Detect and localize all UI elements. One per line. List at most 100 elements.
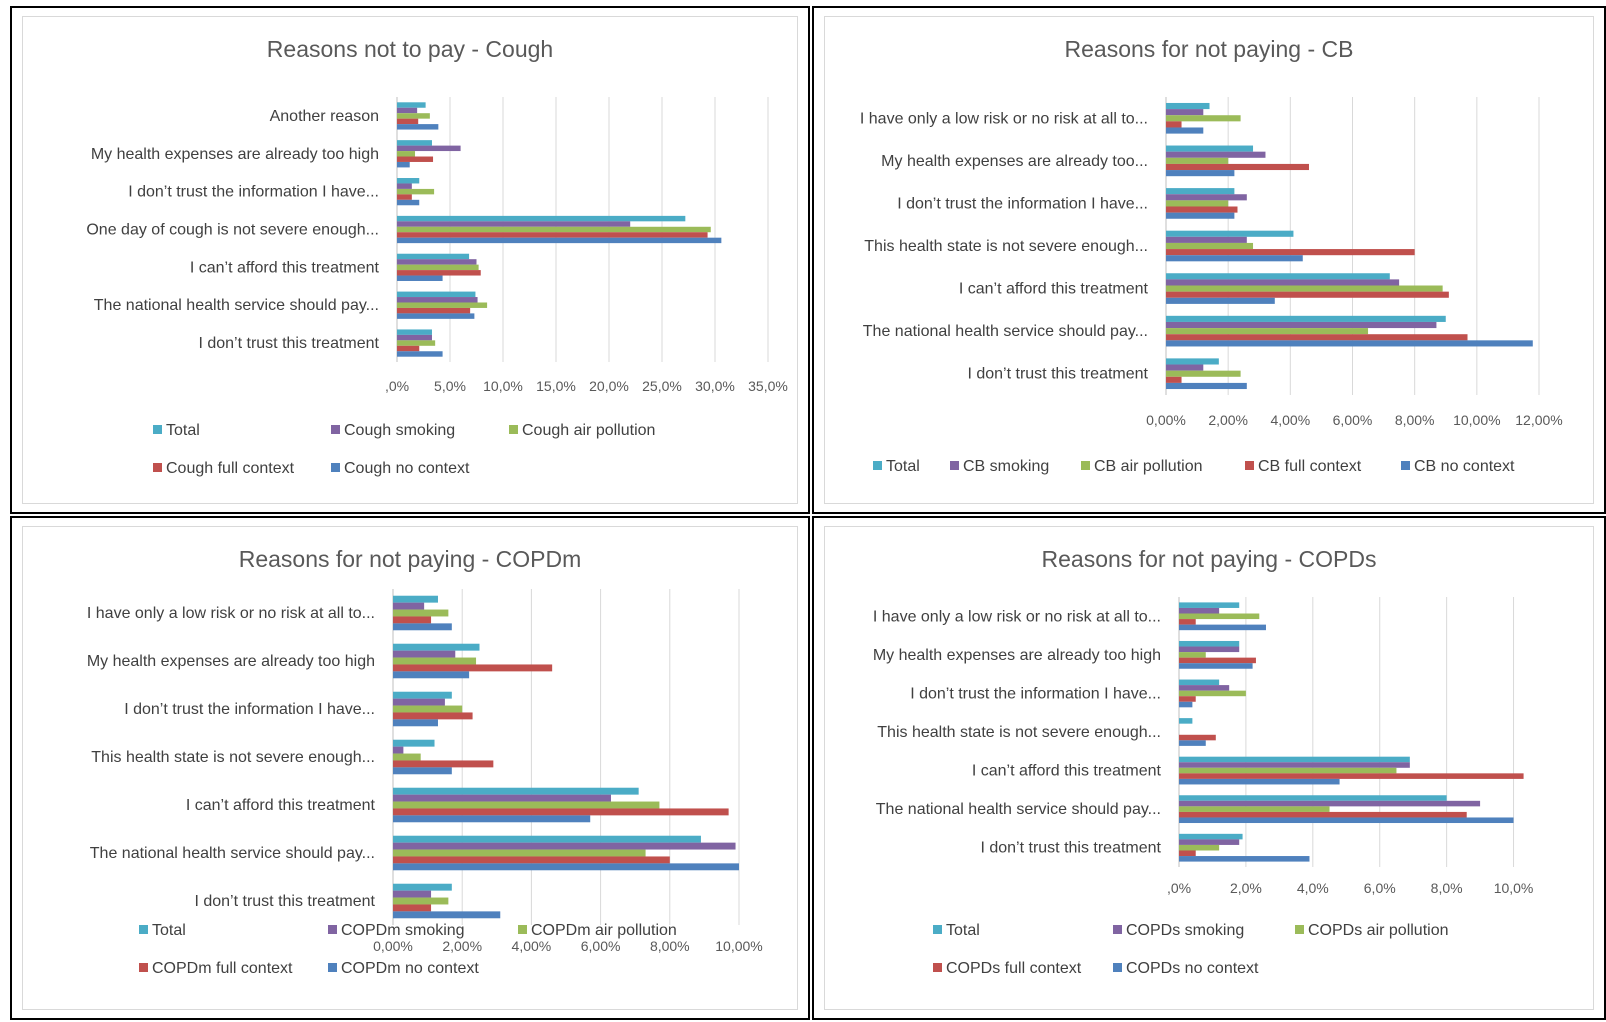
- bar: [393, 746, 404, 754]
- bar: [1179, 850, 1196, 857]
- x-tick-label: ,0%: [385, 378, 409, 394]
- bar: [1179, 740, 1206, 746]
- legend-swatch: [328, 963, 337, 972]
- bar: [393, 616, 432, 624]
- bar: [393, 787, 639, 795]
- bar: [1179, 613, 1260, 620]
- legend-label: Cough air pollution: [522, 422, 655, 439]
- bar: [397, 232, 708, 238]
- category-label: The national health service should pay..…: [94, 297, 379, 314]
- legend-swatch: [950, 461, 959, 470]
- chart-title: Reasons for not paying - COPDs: [1042, 546, 1377, 572]
- chart-svg: Reasons not to pay - Cough ,0% 5,0% 10,0% 15…: [86, 36, 787, 477]
- x-tick-label: 20,0%: [589, 378, 629, 394]
- category-label: I have only a low risk or no risk at all…: [87, 605, 375, 622]
- bar: [1179, 756, 1410, 763]
- bar: [393, 650, 456, 658]
- bar: [393, 657, 477, 665]
- bar: [393, 890, 432, 898]
- bar: [1179, 839, 1240, 845]
- category-label: I don’t trust this treatment: [980, 840, 1161, 857]
- x-tick-label: 10,00%: [715, 938, 762, 954]
- bar: [397, 188, 435, 195]
- bar: [393, 698, 445, 706]
- bar: [393, 671, 470, 679]
- category-label: The national health service should pay..…: [863, 323, 1148, 340]
- x-tick-label: 30,0%: [695, 378, 735, 394]
- bar: [397, 156, 434, 162]
- bar: [1179, 602, 1240, 608]
- bar: [1166, 364, 1204, 371]
- chart-area-copds: Reasons for not paying - COPDs ,0% 2,0% 4,0…: [824, 526, 1594, 1010]
- bar: [397, 259, 477, 265]
- legend-swatch: [1113, 925, 1122, 934]
- bar: [397, 140, 432, 146]
- bar: [397, 334, 432, 341]
- legend-label: Total: [152, 922, 186, 939]
- x-tick-label: 10,00%: [1453, 412, 1500, 428]
- bar: [397, 183, 412, 189]
- category-label: My health expenses are already too high: [87, 653, 375, 670]
- bar: [1179, 773, 1524, 779]
- bar: [1166, 382, 1247, 390]
- legend-label: Total: [946, 922, 980, 939]
- legend-swatch: [518, 925, 527, 934]
- bar: [397, 345, 420, 352]
- chart-svg: Reasons for not paying - CB 0,00% 2,00% 4,0…: [860, 36, 1563, 475]
- bar: [393, 602, 425, 610]
- bar: [1166, 236, 1247, 243]
- category-label: This health state is not severe enough..…: [864, 238, 1148, 255]
- x-tick-label: 0,00%: [1146, 412, 1186, 428]
- bar: [397, 151, 416, 157]
- chart-area-copdm: Reasons for not paying - COPDm 0,00% 2,00%…: [22, 526, 798, 1010]
- category-label: I have only a low risk or no risk at all…: [873, 608, 1161, 625]
- bar: [393, 719, 438, 727]
- bar: [1179, 652, 1206, 658]
- panel-cough: Reasons not to pay - Cough ,0% 5,0% 10,0% 15…: [10, 6, 810, 514]
- legend-swatch: [139, 963, 148, 972]
- x-tick-label: 4,0%: [1297, 880, 1329, 896]
- x-tick-label: 4,00%: [1270, 412, 1310, 428]
- bar: [397, 275, 443, 281]
- category-label: I don’t trust the information I have...: [128, 184, 379, 201]
- x-tick-label: ,0%: [1167, 880, 1191, 896]
- legend-label: COPDm smoking: [341, 922, 465, 939]
- bar: [1166, 321, 1437, 329]
- bar: [393, 897, 449, 905]
- x-tick-label: 12,00%: [1515, 412, 1562, 428]
- bar: [397, 161, 410, 168]
- bar: [393, 664, 553, 672]
- bar: [1179, 767, 1397, 774]
- legend-swatch: [873, 461, 882, 470]
- legend-label: Total: [886, 458, 920, 475]
- bar: [397, 194, 412, 200]
- legend-label: COPDm air pollution: [531, 922, 677, 939]
- legend-label: Total: [166, 422, 200, 439]
- x-tick-label: 0,00%: [373, 938, 413, 954]
- legend-swatch: [509, 425, 518, 434]
- category-label: This health state is not severe enough..…: [877, 724, 1161, 741]
- bar: [397, 340, 436, 346]
- bar: [1179, 646, 1240, 653]
- bar: [1166, 151, 1266, 158]
- legend-label: COPDm no context: [341, 960, 479, 977]
- bar: [1179, 795, 1447, 801]
- chart-area-cough: Reasons not to pay - Cough ,0% 5,0% 10,0% 15…: [22, 16, 798, 504]
- category-label: I don’t trust the information I have...: [124, 701, 375, 718]
- legend-swatch: [1401, 461, 1410, 470]
- category-label: I have only a low risk or no risk at all…: [860, 110, 1148, 127]
- legend-swatch: [153, 463, 162, 472]
- bar: [397, 297, 478, 303]
- chart-title: Reasons for not paying - CB: [1065, 36, 1354, 62]
- bar: [393, 883, 452, 891]
- bar: [393, 815, 591, 823]
- bar: [393, 863, 739, 871]
- bar: [1179, 640, 1240, 647]
- legend-label: CB smoking: [963, 458, 1049, 475]
- bar: [1179, 800, 1481, 807]
- bar: [397, 270, 481, 276]
- legend-swatch: [153, 425, 162, 434]
- legend-label: Cough no context: [344, 460, 470, 477]
- bar: [397, 124, 439, 130]
- bar: [397, 307, 471, 314]
